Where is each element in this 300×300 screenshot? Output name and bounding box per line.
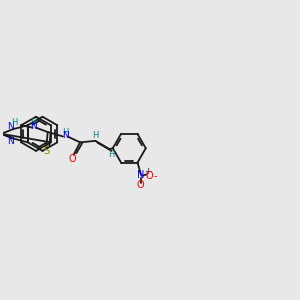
Text: H: H xyxy=(11,118,18,127)
Text: +: + xyxy=(144,167,151,176)
Text: S: S xyxy=(43,146,49,157)
Text: -: - xyxy=(153,171,157,182)
Text: N: N xyxy=(62,131,68,140)
Text: H: H xyxy=(62,128,68,136)
Text: N: N xyxy=(30,122,37,131)
Text: H: H xyxy=(30,118,37,127)
Text: H: H xyxy=(92,131,98,140)
Text: N: N xyxy=(8,122,14,131)
Text: O: O xyxy=(69,154,76,164)
Text: N: N xyxy=(137,170,145,181)
Text: H: H xyxy=(108,150,115,159)
Text: N: N xyxy=(8,137,14,146)
Text: O: O xyxy=(146,171,153,182)
Text: O: O xyxy=(137,180,145,190)
